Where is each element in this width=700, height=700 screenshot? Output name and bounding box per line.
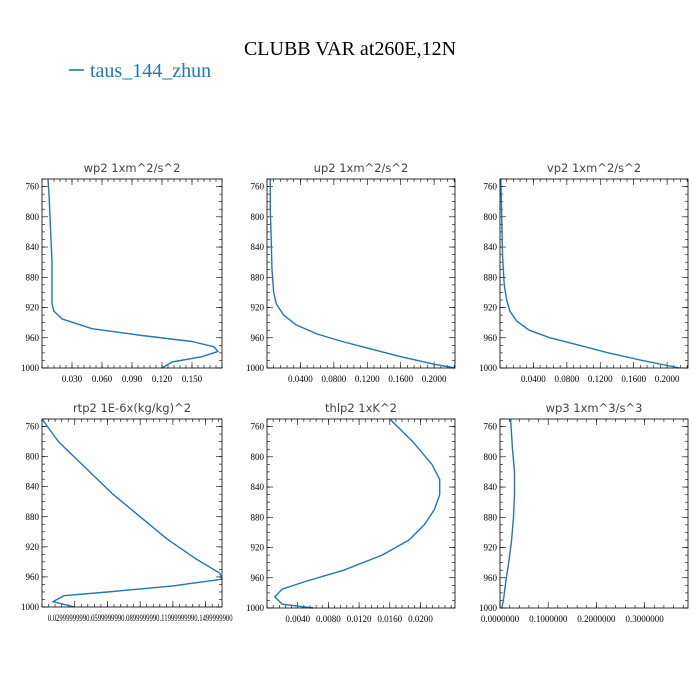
chart-panel: rtp2 1E-6x(kg/kg)^2 760 800 840 880 920 960 100… (21, 401, 233, 623)
chart-panel: thlp2 1xK^2 760 800 840 880 920 960 1000 0.0040 0… (246, 401, 456, 624)
y-tick-label: 880 (26, 272, 40, 282)
x-tick-label: 0.0080 (316, 614, 341, 624)
plot-frame (499, 178, 689, 369)
y-tick-label: 960 (251, 333, 265, 343)
y-tick-label: 800 (26, 452, 40, 462)
x-tick-label: 0.1600 (621, 374, 646, 384)
x-tick-label: 0.0120 (347, 614, 372, 624)
y-tick-label: 1000 (479, 603, 498, 613)
y-tick-label: 840 (26, 242, 40, 252)
x-tick-label: 0.1000000 (529, 614, 568, 624)
panel-title: vp2 1xm^2/s^2 (547, 161, 641, 175)
x-tick-label: 0.0400 (288, 374, 313, 384)
chart-panel: wp2 1xm^2/s^2 760 800 840 880 920 960 1000 0.030… (21, 161, 223, 384)
y-tick-label: 760 (484, 422, 498, 432)
y-tick-label: 920 (251, 303, 265, 313)
plot-frame (499, 418, 689, 609)
series-line (41, 418, 223, 608)
y-tick-label: 920 (26, 542, 40, 552)
y-tick-label: 840 (251, 482, 265, 492)
y-tick-label: 800 (484, 212, 498, 222)
y-tick-label: 840 (26, 482, 40, 492)
x-tick-label: 0.1200 (588, 374, 613, 384)
plot-frame (266, 418, 456, 609)
y-tick-label: 920 (251, 543, 265, 553)
y-tick-label: 960 (251, 573, 265, 583)
y-tick-label: 960 (484, 333, 498, 343)
y-tick-label: 880 (484, 272, 498, 282)
panel-title: rtp2 1E-6x(kg/kg)^2 (73, 401, 191, 415)
y-tick-label: 960 (26, 572, 40, 582)
plot-frame (266, 178, 456, 369)
y-tick-label: 880 (251, 512, 265, 522)
x-tick-label: 0.2000 (422, 374, 447, 384)
plot-frame (41, 178, 223, 369)
y-tick-label: 840 (484, 242, 498, 252)
x-tick-label: 0.150 (182, 374, 203, 384)
series-line (47, 178, 219, 369)
y-tick-label: 840 (484, 482, 498, 492)
y-tick-label: 800 (26, 212, 40, 222)
x-tick-label: 0.0200 (408, 614, 433, 624)
series-line (501, 418, 516, 609)
series-line (269, 179, 456, 369)
legend: taus_144_zhun (69, 60, 211, 82)
x-tick-label: 0.0160 (377, 614, 402, 624)
y-tick-label: 920 (484, 543, 498, 553)
y-tick-label: 800 (251, 452, 265, 462)
legend-label: taus_144_zhun (90, 60, 211, 82)
x-tick-label: 0.2000 (655, 374, 680, 384)
chart-panel: wp3 1xm^3/s^3 760 800 840 880 920 960 10000.000… (479, 401, 689, 624)
panels: wp2 1xm^2/s^2 760 800 840 880 920 960 1000 0.030… (21, 161, 689, 624)
x-tick-label: 0.3000000 (625, 614, 664, 624)
y-tick-label: 960 (26, 333, 40, 343)
plot-frame (41, 418, 223, 608)
y-tick-label: 880 (251, 272, 265, 282)
x-tick-label: 0.030 (62, 374, 83, 384)
x-tick-label: 0.0400 (521, 374, 546, 384)
figure-title: CLUBB VAR at260E,12N (244, 38, 456, 60)
y-tick-label: 880 (26, 512, 40, 522)
y-tick-label: 760 (26, 422, 40, 432)
y-tick-label: 760 (251, 422, 265, 432)
series-line (274, 418, 441, 609)
y-tick-label: 800 (484, 452, 498, 462)
y-tick-label: 1000 (479, 363, 498, 373)
y-tick-label: 760 (484, 182, 498, 192)
panel-title: wp3 1xm^3/s^3 (546, 401, 643, 415)
x-tick-label: 0.0800 (554, 374, 579, 384)
y-tick-label: 840 (251, 242, 265, 252)
y-tick-label: 760 (26, 182, 40, 192)
series-line (500, 178, 680, 369)
x-tick-label: 0.090 (122, 374, 143, 384)
panel-title: thlp2 1xK^2 (325, 401, 397, 415)
x-tick-label: 0.120 (152, 374, 173, 384)
x-tick-labels: 0.02999999990.0599999990.0899999990.1199… (48, 613, 233, 623)
x-tick-label: 0.0800 (321, 374, 346, 384)
y-tick-label: 960 (484, 573, 498, 583)
x-tick-label: 0.1200 (355, 374, 380, 384)
x-tick-label: 0.0040 (285, 614, 310, 624)
y-tick-label: 920 (484, 303, 498, 313)
y-tick-label: 1000 (246, 363, 265, 373)
x-tick-label: 0.1600 (388, 374, 413, 384)
x-tick-label: 0.0000000 (481, 614, 520, 624)
x-tick-label: 0.060 (92, 374, 113, 384)
panel-title: wp2 1xm^2/s^2 (84, 161, 181, 175)
y-tick-label: 1000 (21, 363, 40, 373)
y-tick-label: 1000 (246, 603, 265, 613)
chart-panel: up2 1xm^2/s^2 760 800 840 880 920 960 1000 0.040… (246, 161, 456, 384)
chart-panel: vp2 1xm^2/s^2 760 800 840 880 920 960 1000 0.040… (479, 161, 689, 384)
y-tick-label: 800 (251, 212, 265, 222)
y-tick-label: 920 (26, 303, 40, 313)
panel-title: up2 1xm^2/s^2 (314, 161, 409, 175)
y-tick-label: 1000 (21, 602, 40, 612)
y-tick-label: 760 (251, 182, 265, 192)
x-tick-label: 0.2000000 (577, 614, 616, 624)
y-tick-label: 880 (484, 512, 498, 522)
